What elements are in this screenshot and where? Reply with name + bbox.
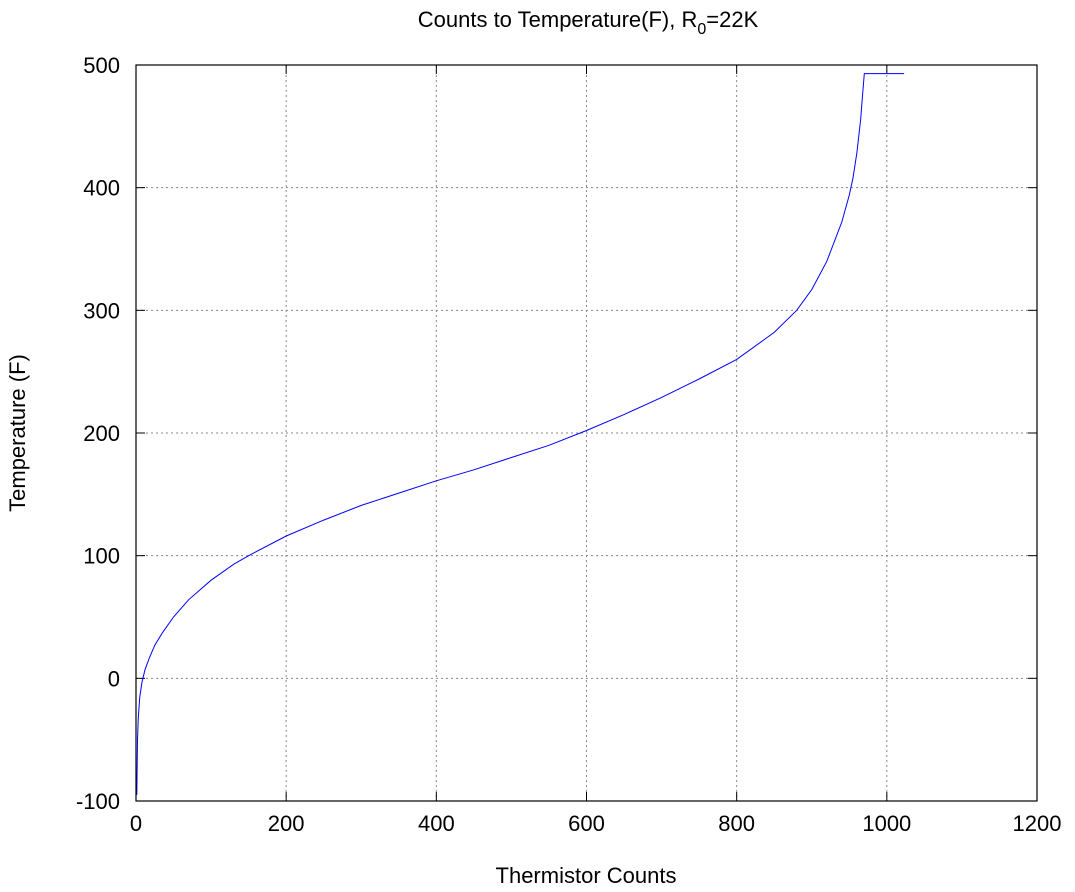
x-tick-label: 1200	[1013, 811, 1062, 836]
x-tick-label: 600	[568, 811, 605, 836]
y-tick-label: 300	[83, 298, 120, 323]
x-tick-label: 200	[268, 811, 305, 836]
y-tick-label: 100	[83, 544, 120, 569]
x-tick-label: 0	[130, 811, 142, 836]
x-tick-labels: 0 200 400 600 800 1000 1200	[130, 811, 1062, 836]
x-tick-label: 800	[718, 811, 755, 836]
y-axis-label: Temperature (F)	[5, 354, 30, 512]
y-tick-label: -100	[76, 789, 120, 814]
chart-title: Counts to Temperature(F), R0=22K	[418, 7, 759, 38]
y-tick-label: 500	[83, 53, 120, 78]
series-line-temperature	[136, 73, 905, 795]
plot-frame	[135, 64, 1038, 802]
x-axis-label: Thermistor Counts	[496, 863, 677, 888]
x-tick-label: 1000	[862, 811, 911, 836]
grid-lines	[136, 65, 1037, 801]
y-tick-label: 400	[83, 176, 120, 201]
chart-title-subscript: 0	[697, 21, 706, 38]
y-tick-labels: -100 0 100 200 300 400 500	[76, 53, 120, 814]
x-tick-label: 400	[418, 811, 455, 836]
y-tick-label: 200	[83, 421, 120, 446]
y-tick-label: 0	[108, 666, 120, 691]
